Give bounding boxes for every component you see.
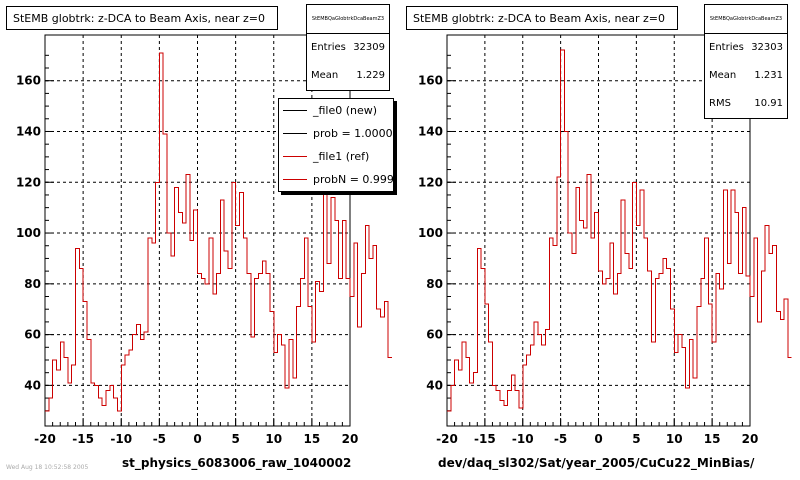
stats-entries-value: 32303 bbox=[751, 42, 783, 53]
stats-row-rms: RMS 10.91 bbox=[705, 90, 787, 118]
y-tick-label: 40 bbox=[426, 378, 443, 392]
legend-swatch bbox=[283, 179, 307, 180]
x-tick-label: 15 bbox=[704, 432, 721, 446]
stats-mean-value: 1.229 bbox=[356, 70, 385, 81]
histogram-series-line bbox=[45, 52, 392, 412]
chart-title: StEMB globtrk: z-DCA to Beam Axis, near … bbox=[406, 6, 678, 30]
histogram-chart-right: -20 -15 -10 -5 0 5 10 15 20 40 60 80 100 120 140 160 bbox=[418, 34, 792, 446]
stats-mean-value: 1.231 bbox=[754, 70, 783, 81]
stats-entries-label: Entries bbox=[311, 42, 346, 53]
stats-rms-value: 10.91 bbox=[754, 98, 783, 109]
x-tick-label: -15 bbox=[474, 432, 496, 446]
stats-histogram-name: StEMBQaGlobtrkDcaBeamZ3 bbox=[307, 5, 389, 34]
legend-swatch bbox=[283, 156, 307, 157]
y-tick-label: 80 bbox=[24, 277, 41, 291]
y-tick-label: 160 bbox=[418, 74, 443, 88]
legend: _file0 (new) prob = 1.000000 _file1 (ref… bbox=[278, 98, 394, 192]
legend-swatch bbox=[283, 133, 307, 134]
y-tick-label: 60 bbox=[24, 328, 41, 342]
stats-entries-label: Entries bbox=[709, 42, 744, 53]
stats-box: StEMBQaGlobtrkDcaBeamZ3 Entries 32303 Me… bbox=[704, 4, 788, 119]
y-tick-label: 100 bbox=[16, 226, 41, 240]
y-tick-label: 140 bbox=[16, 124, 41, 138]
x-tick-label: 0 bbox=[594, 432, 602, 446]
x-tick-label: -5 bbox=[554, 432, 567, 446]
chart-title: StEMB globtrk: z-DCA to Beam Axis, near … bbox=[6, 6, 278, 30]
x-axis-title: st_physics_6083006_raw_1040002 bbox=[122, 456, 352, 470]
x-tick-label: 20 bbox=[742, 432, 759, 446]
stats-mean-label: Mean bbox=[709, 70, 737, 81]
y-tick-label: 100 bbox=[418, 226, 443, 240]
x-tick-label: -20 bbox=[436, 432, 458, 446]
y-tick-label: 40 bbox=[24, 378, 41, 392]
x-tick-label: 15 bbox=[304, 432, 321, 446]
legend-label: probN = 0.999970 bbox=[313, 173, 394, 186]
x-tick-label: -20 bbox=[34, 432, 56, 446]
x-tick-label: -5 bbox=[153, 432, 166, 446]
x-tick-label: -10 bbox=[110, 432, 132, 446]
stats-row-mean: Mean 1.229 bbox=[307, 62, 389, 90]
stats-mean-label: Mean bbox=[311, 70, 339, 81]
x-axis-title: dev/daq_sl302/Sat/year_2005/CuCu22_MinBi… bbox=[438, 456, 755, 470]
y-tick-label: 120 bbox=[16, 175, 41, 189]
stats-histogram-name: StEMBQaGlobtrkDcaBeamZ3 bbox=[705, 5, 787, 34]
histogram-panel-left: -20 -15 -10 -5 0 5 10 15 20 40 60 80 100 120 140 160 St… bbox=[6, 4, 394, 471]
x-tick-label: 10 bbox=[666, 432, 683, 446]
x-tick-label: -10 bbox=[512, 432, 534, 446]
legend-label: _file1 (ref) bbox=[313, 150, 370, 163]
x-tick-label: 5 bbox=[231, 432, 239, 446]
legend-swatch bbox=[283, 110, 307, 111]
x-tick-label: 5 bbox=[632, 432, 640, 446]
legend-label: _file0 (new) bbox=[313, 104, 378, 117]
x-tick-label: -15 bbox=[72, 432, 94, 446]
stats-row-entries: Entries 32309 bbox=[307, 34, 389, 62]
legend-label: prob = 1.000000 bbox=[313, 127, 393, 140]
y-tick-label: 60 bbox=[426, 328, 443, 342]
stats-row-entries: Entries 32303 bbox=[705, 34, 787, 62]
stats-box: StEMBQaGlobtrkDcaBeamZ3 Entries 32309 Me… bbox=[306, 4, 390, 91]
histogram-panel-right: -20 -15 -10 -5 0 5 10 15 20 40 60 80 100 120 140 160 St… bbox=[400, 0, 800, 480]
x-tick-label: 0 bbox=[193, 432, 201, 446]
histogram-series-line bbox=[447, 49, 792, 412]
y-tick-label: 140 bbox=[418, 124, 443, 138]
stats-entries-value: 32309 bbox=[353, 42, 385, 53]
y-tick-label: 160 bbox=[16, 74, 41, 88]
footer-timestamp: Wed Aug 18 10:52:58 2005 bbox=[6, 464, 89, 471]
y-tick-label: 80 bbox=[426, 277, 443, 291]
y-tick-label: 120 bbox=[418, 175, 443, 189]
x-tick-label: 20 bbox=[342, 432, 359, 446]
x-tick-label: 10 bbox=[265, 432, 282, 446]
legend-entry: probN = 0.999970 bbox=[279, 168, 393, 191]
legend-entry: _file1 (ref) bbox=[279, 145, 393, 168]
stats-rms-label: RMS bbox=[709, 98, 731, 109]
stats-row-mean: Mean 1.231 bbox=[705, 62, 787, 90]
legend-entry: _file0 (new) bbox=[279, 99, 393, 122]
legend-entry: prob = 1.000000 bbox=[279, 122, 393, 145]
